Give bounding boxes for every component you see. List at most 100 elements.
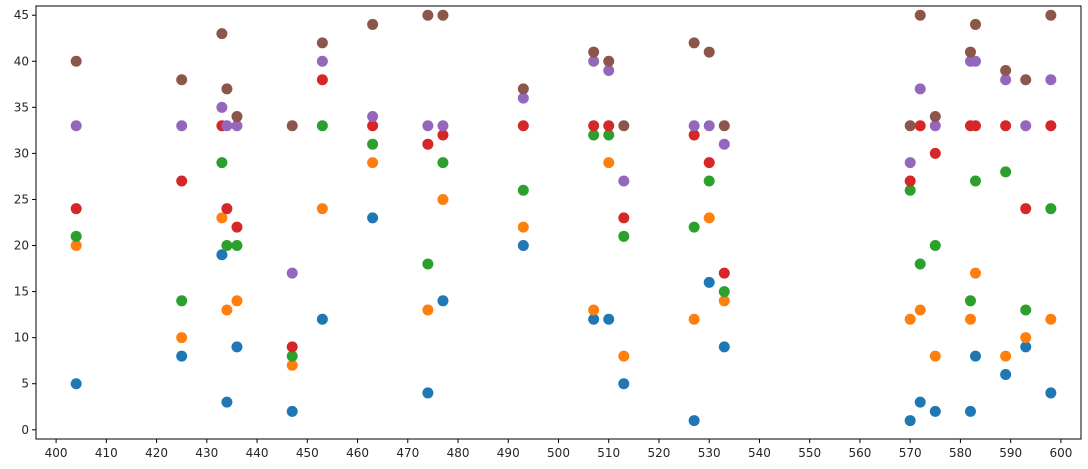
scatter-point [367,111,379,123]
scatter-point [1045,387,1057,399]
x-tick-label: 420 [145,446,168,460]
scatter-point [703,276,715,288]
scatter-point [618,212,630,224]
scatter-point [688,221,700,233]
scatter-point [718,341,730,353]
scatter-point [367,212,379,224]
scatter-point [517,92,529,104]
x-tick-label: 400 [45,446,68,460]
scatter-point [1000,64,1012,76]
scatter-point [286,359,298,371]
scatter-point [437,129,449,141]
scatter-point [437,157,449,169]
scatter-point [231,120,243,132]
scatter-point [588,55,600,67]
scatter-point [367,138,379,150]
scatter-point [422,258,434,270]
y-tick-label: 40 [14,54,29,68]
y-axis-ticks: 0 5 10 15 20 25 30 35 40 45 [14,8,36,437]
scatter-point [588,120,600,132]
scatter-point [1045,203,1057,215]
scatter-point [221,304,233,316]
scatter-point [286,120,298,132]
scatter-point [618,120,630,132]
scatter-point [703,120,715,132]
y-tick-label: 45 [14,8,29,22]
scatter-point [1045,74,1057,86]
y-tick-label: 10 [14,331,29,345]
scatter-point [221,120,233,132]
y-tick-label: 25 [14,192,29,206]
scatter-point [1020,203,1032,215]
scatter-point [367,157,379,169]
plot-frame [35,5,1082,440]
x-tick-label: 600 [1049,446,1072,460]
scatter-point [1000,74,1012,86]
x-axis-ticks: 400 410 420 430 440 450 460 470 480 490 500 510 520 5… [45,439,1072,460]
scatter-point [1045,9,1057,21]
scatter-point [929,111,941,123]
x-tick-label: 510 [597,446,620,460]
scatter-point [914,396,926,408]
scatter-point [70,378,82,390]
scatter-point [929,405,941,417]
scatter-point [216,101,228,113]
scatter-point [618,175,630,187]
scatter-point [904,157,916,169]
scatter-point [929,147,941,159]
scatter-point [316,55,328,67]
y-tick-label: 20 [14,239,29,253]
scatter-point [1000,120,1012,132]
scatter-point [618,378,630,390]
x-tick-label: 470 [396,446,419,460]
scatter-point [176,332,188,344]
scatter-point [969,267,981,279]
scatter-point [1000,350,1012,362]
scatter-point [286,341,298,353]
scatter-point [929,120,941,132]
scatter-point [176,120,188,132]
scatter-point [929,240,941,252]
scatter-point [422,120,434,132]
scatter-point [517,83,529,95]
scatter-point [1045,120,1057,132]
scatter-point [70,120,82,132]
scatter-point [216,212,228,224]
scatter-point [914,83,926,95]
y-tick-label: 0 [21,423,29,437]
scatter-point [603,129,615,141]
scatter-point [1000,166,1012,178]
x-tick-label: 500 [547,446,570,460]
x-tick-label: 480 [447,446,470,460]
scatter-point [231,111,243,123]
scatter-point [588,304,600,316]
scatter-point [316,37,328,49]
scatter-point [588,46,600,58]
scatter-point [316,120,328,132]
scatter-point [904,175,916,187]
scatter-point [904,184,916,196]
scatter-point [603,313,615,325]
y-tick-label: 5 [21,377,29,391]
scatter-point [437,193,449,205]
scatter-point [718,286,730,298]
scatter-point [964,295,976,307]
scatter-point [316,74,328,86]
scatter-point [914,120,926,132]
scatter-point [603,55,615,67]
scatter-point [316,203,328,215]
scatter-point [70,240,82,252]
scatter-point [437,120,449,132]
scatter-point [221,240,233,252]
scatter-point [221,83,233,95]
scatter-point [422,387,434,399]
scatter-point [618,230,630,242]
scatter-point [1020,304,1032,316]
scatter-point [316,313,328,325]
scatter-point [688,37,700,49]
x-tick-label: 560 [848,446,871,460]
scatter-point [969,120,981,132]
scatter-point [904,415,916,427]
x-tick-label: 530 [698,446,721,460]
